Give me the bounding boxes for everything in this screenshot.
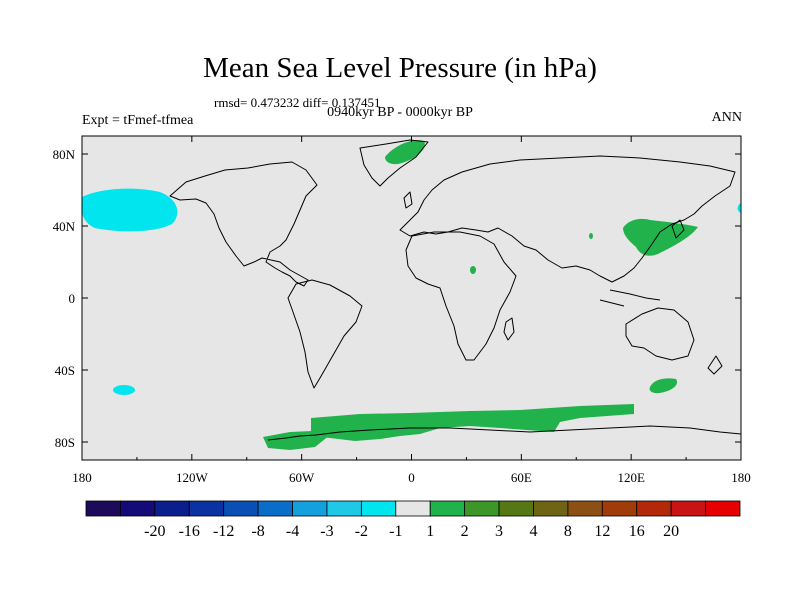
lat-tick-label: 40N: [53, 219, 76, 234]
colorbar-label: 16: [629, 523, 645, 540]
anomaly-africa-positive: [470, 266, 476, 274]
latitude-axis: 80N 40N 0 40S 80S: [53, 147, 741, 450]
colorbar-label: 1: [426, 523, 434, 540]
longitude-axis: 180 120W 60W 0 60E 120E 180: [72, 136, 751, 485]
coast-madagascar: [503, 317, 515, 341]
coast-antarctica: [267, 425, 742, 441]
colorbar-swatch: [292, 500, 328, 517]
lon-tick-label: 120W: [176, 470, 209, 485]
coast-africa: [405, 231, 517, 361]
colorbar-label: 12: [594, 523, 610, 540]
anomaly-southern-ocean-positive: [311, 404, 634, 441]
experiment-label: Expt = tFmef-tfmea: [82, 113, 194, 128]
season-label: ANN: [711, 110, 742, 125]
colorbar-swatch: [326, 500, 362, 517]
colorbar-label: 20: [663, 523, 679, 540]
colorbar-label: -2: [355, 523, 368, 540]
colorbar-swatch: [636, 500, 672, 517]
colorbar-label: -4: [286, 523, 299, 540]
colorbar-swatch: [360, 500, 397, 517]
coast-uk: [403, 191, 413, 209]
lon-tick-label: 0: [408, 470, 415, 485]
colorbar-swatch: [705, 500, 741, 517]
coast-north-america: [169, 161, 318, 287]
colorbar-label: 2: [461, 523, 469, 540]
anomaly-northeast-edge-negative: [737, 203, 741, 213]
colorbar-swatch: [498, 500, 534, 517]
anomaly-china-positive: [589, 233, 593, 239]
lon-tick-label: 60W: [289, 470, 315, 485]
colorbar-swatch: [120, 500, 156, 517]
coast-australia: [625, 307, 695, 361]
colorbar-label: -8: [251, 523, 264, 540]
lat-tick-label: 40S: [55, 363, 75, 378]
period-text: 0940kyr BP - 0000kyr BP: [327, 105, 473, 120]
colorbar: -20 -16 -12 -8 -4 -3 -2 -1 1 2 3 4 8 12 16 20: [85, 500, 741, 540]
map-background: [82, 136, 741, 460]
colorbar-label: -3: [320, 523, 333, 540]
colorbar-swatch: [257, 500, 293, 517]
coast-south-america: [287, 279, 363, 389]
lon-tick-label: 180: [72, 470, 92, 485]
anomaly-north-pacific-negative: [82, 188, 178, 232]
lon-tick-label: 60E: [511, 470, 532, 485]
colorbar-swatch: [567, 500, 603, 517]
anomaly-antarctic-peninsula-positive: [263, 431, 330, 450]
lat-tick-label: 0: [69, 291, 76, 306]
colorbar-swatch: [533, 500, 569, 517]
anomaly-east-asia-positive: [623, 218, 698, 256]
coast-indonesia: [599, 289, 661, 307]
colorbar-swatch: [223, 500, 259, 517]
colorbar-label: -20: [144, 523, 165, 540]
colorbar-label: -16: [179, 523, 200, 540]
chart-title: Mean Sea Level Pressure (in hPa): [203, 52, 597, 84]
coast-eurasia: [399, 155, 736, 283]
lon-tick-label: 180: [731, 470, 751, 485]
anomaly-greenland-positive: [385, 140, 425, 165]
coast-new-zealand: [707, 355, 723, 375]
colorbar-swatch: [154, 500, 190, 517]
colorbar-swatch: [464, 500, 500, 517]
anomaly-australia-south-positive: [649, 378, 678, 394]
coast-japan: [671, 219, 685, 239]
coastlines: [169, 139, 742, 441]
colorbar-label: 3: [495, 523, 503, 540]
colorbar-swatch: [670, 500, 706, 517]
colorbar-swatch: [188, 500, 225, 517]
colorbar-swatch: [429, 500, 466, 517]
anomaly-south-pacific-negative: [113, 385, 135, 395]
colorbar-swatch: [85, 500, 121, 517]
lat-tick-label: 80N: [53, 147, 76, 162]
colorbar-swatch: [601, 500, 638, 517]
lat-tick-label: 80S: [55, 435, 75, 450]
colorbar-label: 8: [564, 523, 572, 540]
colorbar-label: 4: [529, 523, 537, 540]
colorbar-label: -1: [389, 523, 402, 540]
lon-tick-label: 120E: [617, 470, 645, 485]
colorbar-label: -12: [213, 523, 234, 540]
colorbar-swatch: [395, 500, 431, 517]
coast-greenland: [359, 139, 429, 187]
stats-text: rmsd= 0.473232 diff= 0.137451: [214, 95, 381, 110]
